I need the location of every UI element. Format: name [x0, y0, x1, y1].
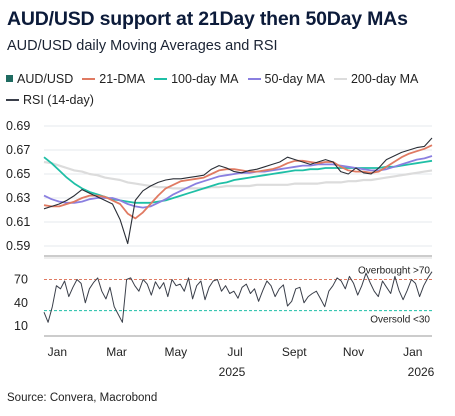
- x-tick-label-6: Jan: [403, 345, 422, 359]
- legend: AUD/USD 21-DMA 100-day MA 50-day MA 200-…: [6, 68, 451, 110]
- x-tick-label-2: May: [164, 345, 187, 359]
- legend-swatch-100dma: [154, 77, 168, 80]
- x-tick-label-4: Sept: [282, 345, 307, 359]
- legend-item-200dma: 200-day MA: [333, 71, 419, 86]
- source-note: Source: Convera, Macrobond: [7, 392, 158, 404]
- series-200-day-ma: [43, 160, 433, 190]
- series-21-dma: [43, 144, 433, 220]
- legend-label-50dma: 50-day MA: [264, 71, 325, 86]
- y-tick-rsi-2: 10: [14, 319, 28, 333]
- legend-row-2: RSI (14-day): [6, 89, 451, 110]
- legend-item-21dma: 21-DMA: [82, 72, 145, 86]
- x-tick-label-3: Jul: [227, 345, 242, 359]
- y-tick-main-4: 0.61: [6, 215, 30, 229]
- legend-swatch-200dma: [333, 77, 347, 80]
- x-tick-label-0: Jan: [48, 345, 67, 359]
- legend-item-audusd: AUD/USD: [6, 72, 73, 86]
- chart-title: AUD/USD support at 21Day then 50Day MAs: [7, 8, 408, 30]
- y-tick-main-0: 0.69: [6, 119, 30, 133]
- legend-item-100dma: 100-day MA: [154, 71, 239, 86]
- rsi-threshold-label-0: Overbought >70: [358, 265, 430, 276]
- legend-label-21dma: 21-DMA: [99, 71, 146, 86]
- chart-area: 0.69 0.67 0.65 0.63 0.61 0.59 70 40 10 Overbought…: [6, 119, 435, 379]
- legend-swatch-21dma: [82, 77, 96, 80]
- y-tick-main-1: 0.67: [6, 143, 30, 157]
- legend-label-200dma: 200-day MA: [350, 71, 419, 86]
- x-year-label-1: 2026: [408, 365, 435, 379]
- legend-swatch-rsi: [6, 98, 19, 101]
- legend-label-audusd: AUD/USD: [17, 71, 74, 86]
- legend-label-100dma: 100-day MA: [171, 71, 239, 86]
- rsi-threshold-label-1: Oversold <30: [370, 315, 430, 326]
- x-tick-label-1: Mar: [106, 345, 127, 359]
- legend-swatch-50dma: [247, 77, 261, 80]
- y-tick-main-2: 0.65: [6, 167, 30, 181]
- legend-item-50dma: 50-day MA: [247, 71, 325, 86]
- y-tick-rsi-1: 40: [14, 296, 28, 310]
- legend-label-rsi: RSI (14-day): [23, 92, 94, 107]
- y-tick-main-5: 0.59: [6, 239, 30, 253]
- series-rsi: [43, 271, 433, 323]
- legend-row-1: AUD/USD 21-DMA 100-day MA 50-day MA 200-…: [6, 68, 451, 89]
- series-50-day-ma: [43, 155, 433, 209]
- x-tick-label-5: Nov: [343, 345, 364, 359]
- legend-swatch-audusd: [6, 75, 13, 82]
- legend-item-rsi: RSI (14-day): [6, 93, 94, 107]
- y-tick-main-3: 0.63: [6, 191, 30, 205]
- chart-subtitle: AUD/USD daily Moving Averages and RSI: [7, 38, 278, 54]
- series-aud-usd: [43, 137, 433, 245]
- x-year-label-0: 2025: [219, 365, 246, 379]
- y-tick-rsi-0: 70: [14, 272, 28, 286]
